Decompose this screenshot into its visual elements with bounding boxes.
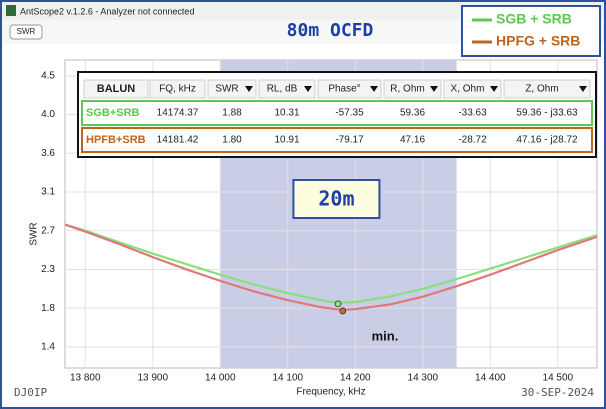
dropdown-arrow [490,86,498,92]
header-label: Z, Ohm [525,84,558,95]
tab-label[interactable]: SWR [17,27,36,36]
x-tick-label: 13 900 [137,373,168,384]
header-label: Phase° [328,84,360,95]
table-cell: 10.91 [274,135,299,146]
table-cell: 1.80 [222,135,242,146]
table-cell: -28.72 [458,135,487,146]
dropdown-arrow [304,86,312,92]
x-axis-label: Frequency, kHz [296,387,365,398]
y-axis-label: SWR [29,222,40,245]
table-cell: 10.31 [274,108,299,119]
dropdown-arrow [579,86,587,92]
header-cell [443,79,502,99]
x-tick-label: 14 100 [272,373,303,384]
table-cell: -79.17 [335,135,364,146]
x-tick-label: 14 000 [205,373,236,384]
header-cell [258,79,316,99]
table-cell: 14181.42 [157,135,199,146]
footer-left: DJ0IP [14,386,47,399]
header-label: BALUN [97,83,136,95]
table: BALUN FQ, kHz SWR RL, dB Phase° R, Ohm X, Ohm Z… [77,71,597,158]
dropdown-arrow [370,86,378,92]
table-cell: 1.88 [222,108,242,119]
dropdown-arrow [430,86,438,92]
y-tick-label: 1.8 [41,303,55,314]
header-cell [317,79,382,99]
legend-label: HPFG + SRB [496,33,580,49]
header-cell [383,79,442,99]
y-tick-label: 1.4 [41,342,55,353]
table-cell: 59.36 [400,108,425,119]
header-label: SWR [215,84,238,95]
x-tick-label: 14 500 [543,373,574,384]
x-tick-label: 14 300 [408,373,439,384]
x-tick-label: 14 200 [340,373,371,384]
dropdown-arrow [245,86,253,92]
y-tick-label: 4.0 [41,109,55,120]
header-cell [83,79,149,99]
header-label: R, Ohm [390,84,424,95]
table-cell: 14174.37 [157,108,199,119]
header-label: X, Ohm [451,84,485,95]
min-marker [339,307,347,315]
chart-title: 80m OCFD [287,20,374,41]
y-tick-label: 2.7 [41,225,55,236]
series-line [64,223,598,304]
header-cell [207,79,257,99]
table-cell: 47.16 [400,135,425,146]
series-line [64,223,598,312]
footer-right: 30-SEP-2024 [521,386,594,399]
band-label: 20m [318,187,354,211]
header-cell [503,79,591,99]
band-label-box [292,179,381,219]
y-tick-label: 4.5 [41,70,55,81]
table-cell: -57.35 [335,108,364,119]
x-tick-label: 13 800 [70,373,101,384]
x-tick-label: 14 400 [475,373,506,384]
window-title: AntScope2 v.1.2.6 - Analyzer not connect… [20,6,194,16]
header-label: FQ, kHz [159,84,196,95]
legend-box [461,5,601,57]
header-cell [149,79,206,99]
row-box [81,100,593,126]
y-tick-label: 3.6 [41,148,55,159]
row-box [81,127,593,153]
tab[interactable] [9,24,43,40]
y-tick-label: 3.1 [41,187,55,198]
table-cell: HPFB+SRB [86,134,146,146]
y-tick-label: 2.3 [41,264,55,275]
table-cell: 59.36 - j33.63 [516,108,578,119]
min-marker [334,300,342,308]
table-cell: -33.63 [458,108,487,119]
annotation: min. [372,328,399,343]
table-cell: SGB+SRB [86,107,140,119]
app-icon [6,5,16,16]
table-cell: 47.16 - j28.72 [516,135,578,146]
legend-label: SGB + SRB [496,11,572,27]
header-label: RL, dB [267,84,298,95]
title-bar [2,2,604,20]
